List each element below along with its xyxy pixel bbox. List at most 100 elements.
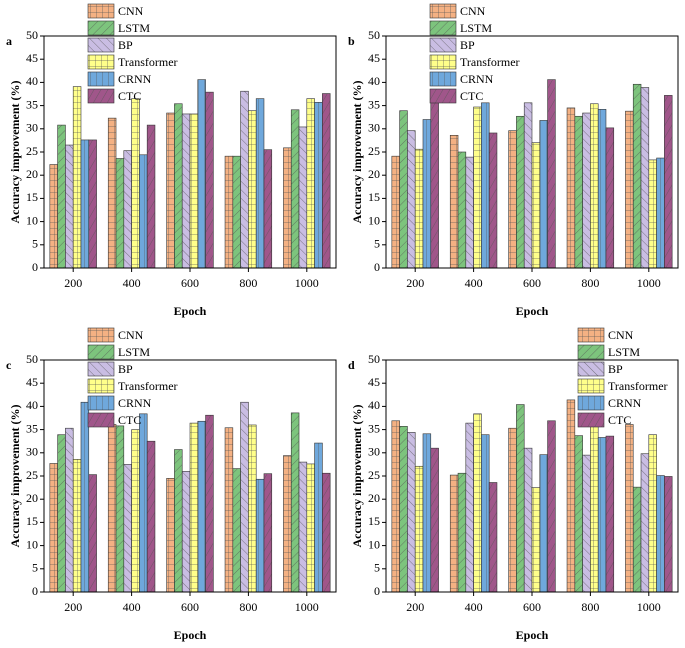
bar xyxy=(224,155,234,269)
legend-swatch xyxy=(577,361,605,377)
legend-label: LSTM xyxy=(460,21,492,35)
y-tick-label: 20 xyxy=(368,491,380,505)
bar xyxy=(523,447,533,593)
legend-label: CNN xyxy=(118,4,144,18)
y-tick-label: 30 xyxy=(26,445,38,459)
x-tick-label: 400 xyxy=(123,600,141,614)
bar xyxy=(107,424,117,593)
y-tick-label: 20 xyxy=(368,167,380,181)
legend-swatch xyxy=(429,20,457,36)
bar xyxy=(57,124,66,269)
bar xyxy=(399,110,408,269)
bar xyxy=(422,119,432,269)
bar xyxy=(632,486,642,593)
y-tick-label: 25 xyxy=(26,468,38,482)
panel: a Accuracy improvement (%) Epoch 0 5 10 15 20 25… xyxy=(6,3,337,318)
legend-swatch xyxy=(429,71,457,87)
bar xyxy=(131,98,140,269)
bar xyxy=(590,103,599,269)
panel: b Accuracy improvement (%) Epoch 0 5 10 15 20 25… xyxy=(348,3,679,318)
bar xyxy=(566,399,576,593)
x-tick-label: 600 xyxy=(181,600,199,614)
bar xyxy=(240,90,249,269)
legend-label: CRNN xyxy=(118,72,152,86)
bar xyxy=(481,434,490,593)
plot-frame xyxy=(385,359,679,593)
legend-swatch xyxy=(577,412,605,428)
x-tick-label: 200 xyxy=(64,276,82,290)
x-tick-label: 600 xyxy=(523,276,541,290)
legend-label: Transformer xyxy=(608,379,668,393)
bar xyxy=(414,465,424,593)
y-tick-label: 25 xyxy=(368,468,380,482)
bar xyxy=(516,404,525,593)
bar xyxy=(80,401,90,593)
bar xyxy=(481,102,490,269)
bar xyxy=(306,98,315,269)
legend-swatch xyxy=(429,3,457,19)
bar xyxy=(314,442,323,593)
x-axis-label: Epoch xyxy=(174,304,207,318)
bar xyxy=(166,112,175,269)
bar xyxy=(407,130,416,269)
bar xyxy=(656,157,665,269)
legend-label: LSTM xyxy=(118,21,150,35)
bar xyxy=(205,414,214,593)
bar xyxy=(232,155,241,269)
bar xyxy=(399,426,408,593)
x-tick-label: 1000 xyxy=(637,276,661,290)
y-axis-label: Accuracy improvement (%) xyxy=(350,80,364,223)
y-tick-label: 0 xyxy=(32,260,38,274)
bar xyxy=(181,113,191,269)
x-tick-label: 800 xyxy=(581,276,599,290)
bar xyxy=(65,427,74,593)
x-tick-label: 800 xyxy=(239,600,257,614)
y-tick-label: 10 xyxy=(26,537,38,551)
bar xyxy=(322,93,331,269)
y-tick-label: 0 xyxy=(374,260,380,274)
bar xyxy=(166,478,175,593)
y-tick-label: 45 xyxy=(26,375,38,389)
bar xyxy=(590,418,599,593)
bar xyxy=(197,79,206,269)
x-tick-label: 400 xyxy=(465,600,483,614)
bar xyxy=(72,458,82,593)
bar xyxy=(473,413,482,593)
legend-label: Transformer xyxy=(460,55,520,69)
plot-frame xyxy=(43,359,337,593)
bar xyxy=(465,422,474,593)
x-tick-label: 200 xyxy=(406,276,424,290)
y-tick-label: 50 xyxy=(26,28,38,42)
bar xyxy=(625,424,634,593)
bar xyxy=(664,476,673,593)
bar xyxy=(80,139,90,269)
bar xyxy=(488,482,498,593)
bar xyxy=(508,130,517,269)
bar xyxy=(57,434,66,593)
bar xyxy=(574,435,583,593)
legend-label: LSTM xyxy=(608,345,640,359)
legend-label: CTC xyxy=(608,413,631,427)
bar xyxy=(263,473,273,593)
bar xyxy=(115,425,125,593)
bar xyxy=(625,110,634,269)
legend-swatch xyxy=(87,395,115,411)
bar xyxy=(88,139,97,269)
bar xyxy=(49,164,58,269)
bar xyxy=(465,156,474,269)
legend-swatch xyxy=(87,327,115,343)
bar xyxy=(582,454,591,593)
bar xyxy=(263,149,273,269)
legend-swatch xyxy=(87,20,115,36)
y-tick-label: 0 xyxy=(32,584,38,598)
y-tick-label: 5 xyxy=(32,561,38,575)
bar xyxy=(123,150,132,269)
y-tick-label: 25 xyxy=(368,144,380,158)
bar xyxy=(181,471,191,593)
legend-label: CRNN xyxy=(118,396,152,410)
y-tick-label: 5 xyxy=(374,561,380,575)
panel: c Accuracy improvement (%) Epoch 0 5 10 15 20 25… xyxy=(6,327,337,642)
bar xyxy=(72,86,82,269)
legend: CNN LSTM BP Transformer CRNN CTC xyxy=(429,3,520,104)
